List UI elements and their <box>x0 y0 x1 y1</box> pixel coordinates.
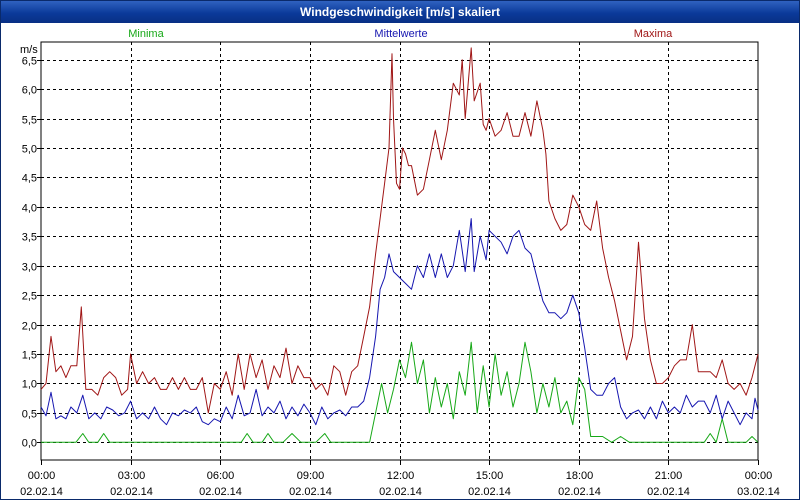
x-tick-date-label: 02.02.14 <box>468 486 511 498</box>
x-tick-date-label: 02.02.14 <box>289 486 332 498</box>
x-tick-time-label: 09:00 <box>297 470 325 482</box>
x-tick-date-label: 02.02.14 <box>20 486 63 498</box>
x-tick-time-label: 00:00 <box>28 470 56 482</box>
x-tick-date-label: 02.02.14 <box>647 486 690 498</box>
y-tick-label: 5,0 <box>22 144 37 156</box>
legend-minima: Minima <box>128 28 164 40</box>
x-tick-date-label: 02.02.14 <box>199 486 242 498</box>
y-axis-label: m/s <box>20 44 38 56</box>
x-axis: 00:00 02.02.14 03:00 02.02.14 06:00 02.02.14 0… <box>20 460 780 498</box>
x-tick-date-label: 03.02.14 <box>737 486 780 498</box>
y-tick-label: 4,5 <box>22 173 37 185</box>
y-tick-label: 6,0 <box>22 85 37 97</box>
y-tick-label: 5,5 <box>22 115 37 127</box>
y-tick-label: 3,5 <box>22 232 37 244</box>
y-tick-label: 3,0 <box>22 262 37 274</box>
y-tick-label: 4,0 <box>22 203 37 215</box>
y-tick-label: 2,0 <box>22 321 37 333</box>
x-tick-time-label: 03:00 <box>118 470 146 482</box>
grid-lines <box>41 42 758 460</box>
y-tick-label: 1,5 <box>22 350 37 362</box>
y-tick-label: 0,0 <box>22 438 37 450</box>
y-tick-label: 6,5 <box>22 56 37 68</box>
series-line-minima <box>41 341 759 443</box>
y-tick-label: 1,0 <box>22 379 37 391</box>
y-tick-label: 0,5 <box>22 409 37 421</box>
x-tick-time-label: 18:00 <box>566 470 594 482</box>
x-tick-time-label: 00:00 <box>745 470 773 482</box>
legend: Minima Mittelwerte Maxima <box>128 28 673 40</box>
x-tick-time-label: 15:00 <box>476 470 504 482</box>
series-line-mittelwerte <box>40 218 759 426</box>
y-axis: 0,0 0,5 1,0 1,5 2,0 2,5 3,0 3,5 4,0 4,5 5,0 5,5 6,0 6… <box>22 56 41 450</box>
y-tick-label: 2,5 <box>22 291 37 303</box>
series-line-maxima <box>40 47 759 414</box>
x-tick-time-label: 21:00 <box>655 470 683 482</box>
legend-mittelwerte: Mittelwerte <box>374 28 427 40</box>
window-title: Windgeschwindigkeit [m/s] skaliert <box>1 1 799 23</box>
plot-area <box>40 41 759 461</box>
series-lines <box>40 47 759 443</box>
x-tick-date-label: 02.02.14 <box>379 486 422 498</box>
legend-maxima: Maxima <box>634 28 673 40</box>
x-tick-time-label: 12:00 <box>387 470 415 482</box>
x-tick-date-label: 02.02.14 <box>558 486 601 498</box>
chart-canvas: 0,0 0,5 1,0 1,5 2,0 2,5 3,0 3,5 4,0 4,5 5,0 5,5 6,0 6… <box>20 28 780 498</box>
x-tick-date-label: 02.02.14 <box>110 486 153 498</box>
x-tick-time-label: 06:00 <box>207 470 235 482</box>
